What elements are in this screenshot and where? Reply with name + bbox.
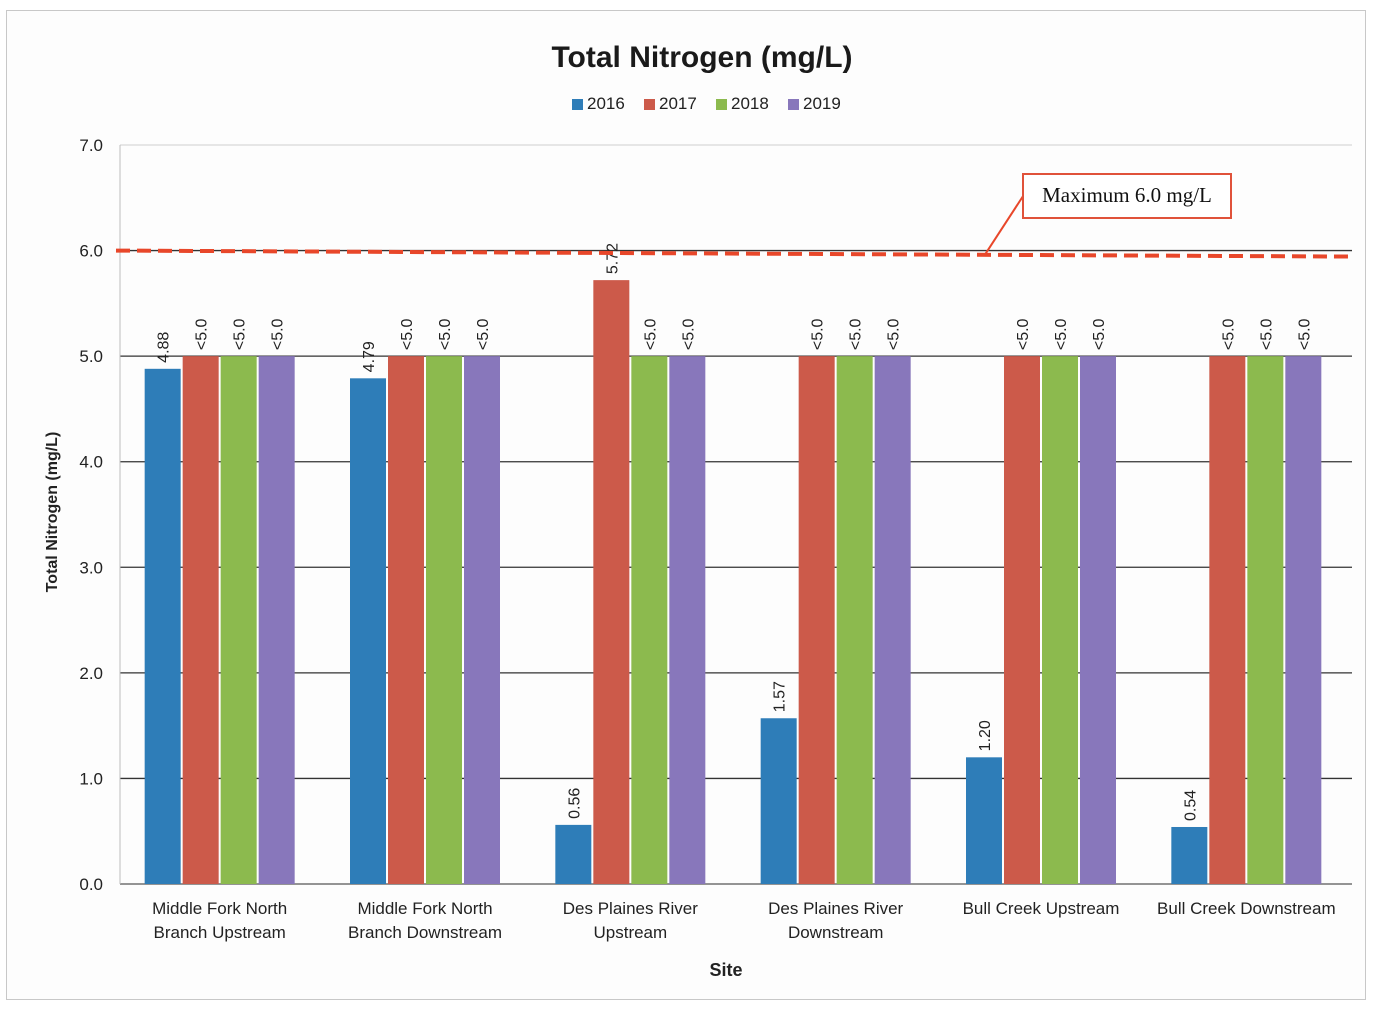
bar-data-label: <5.0 <box>680 318 697 350</box>
callout-label: Maximum 6.0 mg/L <box>1042 183 1212 207</box>
bar-data-label: 4.79 <box>361 341 378 372</box>
legend-swatch <box>572 99 583 110</box>
bar <box>1285 356 1322 885</box>
x-category-label: Bull Creek Downstream <box>1157 899 1336 918</box>
bar-data-label: <5.0 <box>1015 318 1032 350</box>
y-tick-label: 1.0 <box>79 769 103 788</box>
y-axis-title: Total Nitrogen (mg/L) <box>44 432 61 593</box>
bar <box>258 356 295 885</box>
bar <box>874 356 911 885</box>
bar-data-label: 1.20 <box>977 720 994 751</box>
y-tick-label: 2.0 <box>79 664 103 683</box>
bar-data-label: <5.0 <box>886 318 903 350</box>
y-tick-label: 6.0 <box>79 242 103 261</box>
bar <box>798 356 835 885</box>
bar <box>1080 356 1116 885</box>
bar <box>464 356 500 885</box>
bar-data-label: <5.0 <box>270 318 287 350</box>
y-tick-label: 7.0 <box>79 136 103 155</box>
legend-swatch <box>788 99 799 110</box>
y-axis-ticks: 0.0 1.0 2.0 3.0 4.0 5.0 6.0 7.0 <box>79 136 103 894</box>
bar-data-label: <5.0 <box>475 318 492 350</box>
legend-label: 2018 <box>731 94 769 113</box>
bar <box>220 356 257 885</box>
legend: 2016 2017 2018 2019 <box>572 94 841 113</box>
x-category-label: Branch Upstream <box>154 923 286 942</box>
x-category-label: Bull Creek Upstream <box>963 899 1120 918</box>
y-tick-label: 3.0 <box>79 558 103 577</box>
bar <box>350 378 386 884</box>
x-axis-labels: Middle Fork North Branch Upstream Middle F… <box>152 899 1336 942</box>
y-tick-label: 5.0 <box>79 347 103 366</box>
bars <box>144 280 1322 885</box>
x-category-label: Downstream <box>788 923 883 942</box>
bar-data-label: <5.0 <box>399 318 416 350</box>
bar <box>593 280 630 884</box>
bar <box>182 356 219 885</box>
y-tick-label: 0.0 <box>79 875 103 894</box>
x-category-label: Middle Fork North <box>152 899 287 918</box>
bar-data-label: <5.0 <box>194 318 211 350</box>
bar-data-label: <5.0 <box>1220 318 1237 350</box>
callout-leader-line <box>984 189 1028 256</box>
legend-label: 2017 <box>659 94 697 113</box>
bar <box>760 718 797 884</box>
bar <box>1247 356 1284 885</box>
bar-data-label: 5.72 <box>604 243 621 274</box>
callout-box <box>1022 173 1232 219</box>
bar-labels: 4.88 <5.0 <5.0 <5.0 4.79 <5.0 <5.0 <5.0 0.56 5.72… <box>156 243 1314 821</box>
bar-data-label: <5.0 <box>1296 318 1313 350</box>
x-category-label: Upstream <box>593 923 667 942</box>
x-category-label: Des Plaines River <box>563 899 698 918</box>
bar <box>388 356 424 885</box>
bar <box>1171 826 1208 884</box>
bar <box>1042 356 1078 885</box>
bar-data-label: <5.0 <box>437 318 454 350</box>
reference-line-group: Maximum 6.0 mg/L <box>115 173 1353 259</box>
bar-data-label: 1.57 <box>772 681 789 712</box>
x-category-label: Des Plaines River <box>768 899 903 918</box>
bar-data-label: <5.0 <box>1053 318 1070 350</box>
y-tick-label: 4.0 <box>79 453 103 472</box>
chart-title: Total Nitrogen (mg/L) <box>551 41 852 74</box>
bar <box>631 356 668 885</box>
bar <box>144 368 181 885</box>
bar <box>1209 356 1246 885</box>
gridlines <box>119 144 1352 885</box>
bar <box>669 356 706 885</box>
x-category-label: Middle Fork North <box>357 899 492 918</box>
x-axis-title: Site <box>709 960 742 980</box>
legend-label: 2016 <box>587 94 625 113</box>
bar-data-label: <5.0 <box>848 318 865 350</box>
bar <box>555 824 592 884</box>
bar-data-label: 0.54 <box>1182 790 1199 821</box>
bar-data-label: <5.0 <box>1091 318 1108 350</box>
legend-label: 2019 <box>803 94 841 113</box>
bar-data-label: <5.0 <box>232 318 249 350</box>
bar-data-label: 0.56 <box>566 788 583 819</box>
bar <box>426 356 462 885</box>
bar-data-label: <5.0 <box>810 318 827 350</box>
legend-swatch <box>716 99 727 110</box>
bar-data-label: <5.0 <box>1258 318 1275 350</box>
bar-data-label: <5.0 <box>642 318 659 350</box>
legend-swatch <box>644 99 655 110</box>
bar-data-label: 4.88 <box>156 332 173 363</box>
maximum-reference-line <box>115 248 1353 259</box>
bar <box>836 356 873 885</box>
x-category-label: Branch Downstream <box>348 923 502 942</box>
bar <box>966 757 1002 884</box>
bar <box>1004 356 1040 885</box>
